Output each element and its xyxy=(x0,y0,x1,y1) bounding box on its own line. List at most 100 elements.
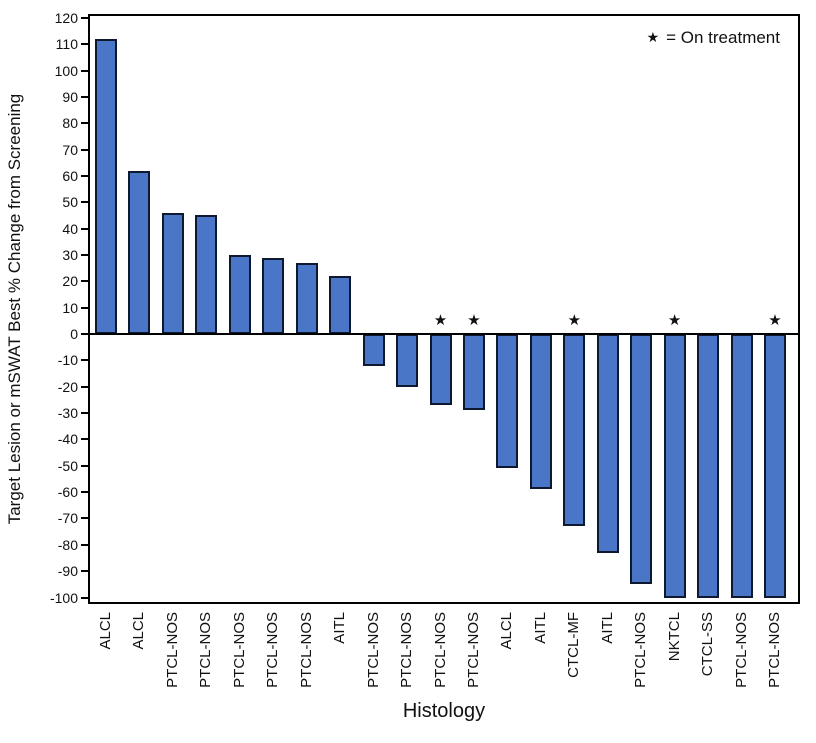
x-category-label: ALCL xyxy=(130,612,148,650)
y-tick-mark xyxy=(81,69,88,72)
y-tick-label: -50 xyxy=(57,457,78,474)
bar-ptcl-nos-3 xyxy=(195,215,218,334)
y-tick-label: -70 xyxy=(57,510,78,527)
x-category-label: AITL xyxy=(598,612,616,644)
y-tick-label: -80 xyxy=(57,536,78,553)
bar-ptcl-nos-19 xyxy=(730,334,753,598)
star-icon: ★ xyxy=(768,312,782,329)
y-axis-title: Target Lesion or mSWAT Best % Change fro… xyxy=(5,93,24,525)
y-tick-mark xyxy=(81,570,88,573)
legend: ★ = On treatment xyxy=(647,28,780,48)
star-icon: ★ xyxy=(667,312,682,329)
x-category-label: PTCL-NOS xyxy=(398,612,416,688)
y-tick-label: -30 xyxy=(57,405,78,422)
y-tick-mark xyxy=(81,517,88,520)
y-tick-mark xyxy=(81,491,88,494)
y-tick-label: 110 xyxy=(55,36,78,53)
y-tick-label: 90 xyxy=(62,88,78,105)
y-tick-label: 40 xyxy=(62,220,78,237)
y-tick-label: 60 xyxy=(62,167,78,184)
y-tick-label: 0 xyxy=(70,326,78,342)
x-category-label: CTCL-MF xyxy=(565,612,583,678)
y-tick-mark xyxy=(81,385,88,388)
x-category-label: PTCL-NOS xyxy=(632,612,650,688)
star-icon: ★ xyxy=(467,312,481,329)
y-tick-mark xyxy=(81,95,88,98)
y-tick-label: -40 xyxy=(57,431,78,448)
y-tick-mark xyxy=(81,596,88,599)
x-axis-title: Histology xyxy=(402,700,486,722)
bar-alcl-1 xyxy=(128,170,151,334)
x-category-label: PTCL-NOS xyxy=(230,612,248,688)
y-tick-mark xyxy=(81,359,88,362)
bar-ptcl-nos-8 xyxy=(362,334,385,366)
y-tick-mark xyxy=(81,333,88,335)
y-tick-label: 100 xyxy=(54,62,78,79)
x-category-label: PTCL-NOS xyxy=(364,612,382,688)
x-category-label: AITL xyxy=(531,612,549,644)
x-category-label: PTCL-NOS xyxy=(464,612,482,688)
x-category-label: PTCL-NOS xyxy=(163,612,181,688)
bar-aitl-7 xyxy=(329,276,352,334)
bar-alcl-0 xyxy=(95,38,117,334)
bar-ptcl-nos-20 xyxy=(764,334,786,598)
bar-alcl-12 xyxy=(496,334,519,469)
bar-ptcl-nos-10 xyxy=(429,334,452,406)
x-category-label: PTCL-NOS xyxy=(431,612,449,688)
bar-nktcl-17 xyxy=(663,334,686,598)
x-category-label: NKTCL xyxy=(665,612,683,662)
zero-baseline xyxy=(88,333,800,335)
y-tick-mark xyxy=(81,306,88,309)
bar-aitl-15 xyxy=(596,334,619,553)
legend-label: = On treatment xyxy=(666,28,780,47)
y-tick-mark xyxy=(81,148,88,151)
y-tick-label: -90 xyxy=(57,563,78,580)
y-tick-label: 120 xyxy=(54,9,78,26)
y-tick-mark xyxy=(81,227,88,230)
y-tick-label: -100 xyxy=(49,589,78,606)
y-tick-label: -60 xyxy=(57,484,78,501)
y-tick-mark xyxy=(81,201,88,204)
bar-ctcl-mf-14 xyxy=(563,334,586,527)
y-tick-label: 50 xyxy=(62,194,78,211)
x-category-label: ALCL xyxy=(498,612,516,650)
star-icon: ★ xyxy=(567,312,582,329)
y-tick-label: 30 xyxy=(62,246,78,263)
y-tick-label: 20 xyxy=(62,273,78,290)
y-tick-mark xyxy=(81,464,88,467)
y-tick-mark xyxy=(81,174,88,177)
y-tick-mark xyxy=(81,43,88,46)
star-icon: ★ xyxy=(433,312,448,329)
y-tick-label: 10 xyxy=(62,299,78,316)
bar-ptcl-nos-16 xyxy=(630,334,653,585)
y-tick-label: -20 xyxy=(57,378,78,395)
y-tick-mark xyxy=(81,16,88,19)
y-tick-mark xyxy=(81,253,88,256)
y-tick-mark xyxy=(81,438,88,441)
y-tick-label: 70 xyxy=(62,141,78,158)
bar-ctcl-ss-18 xyxy=(697,334,720,598)
x-category-label: PTCL-NOS xyxy=(264,612,282,688)
y-tick-mark xyxy=(81,412,88,415)
bar-ptcl-nos-4 xyxy=(228,254,251,334)
x-category-label: PTCL-NOS xyxy=(197,612,215,688)
x-category-label: PTCL-NOS xyxy=(766,612,783,688)
bar-aitl-13 xyxy=(529,334,552,490)
bar-ptcl-nos-5 xyxy=(262,257,285,334)
y-tick-label: 80 xyxy=(62,115,78,132)
star-icon: ★ xyxy=(646,29,660,45)
x-category-label: PTCL-NOS xyxy=(297,612,315,688)
y-tick-mark xyxy=(81,543,88,546)
x-category-label: CTCL-SS xyxy=(699,612,717,677)
x-category-label: AITL xyxy=(331,612,349,644)
bar-ptcl-nos-6 xyxy=(295,262,318,334)
bar-ptcl-nos-11 xyxy=(462,334,485,411)
y-tick-mark xyxy=(81,122,88,125)
y-tick-mark xyxy=(81,280,88,283)
x-category-label: PTCL-NOS xyxy=(732,612,750,688)
x-category-label: ALCL xyxy=(97,612,114,650)
bar-ptcl-nos-9 xyxy=(396,334,419,387)
y-tick-label: -10 xyxy=(57,352,78,369)
bar-ptcl-nos-2 xyxy=(161,212,184,334)
